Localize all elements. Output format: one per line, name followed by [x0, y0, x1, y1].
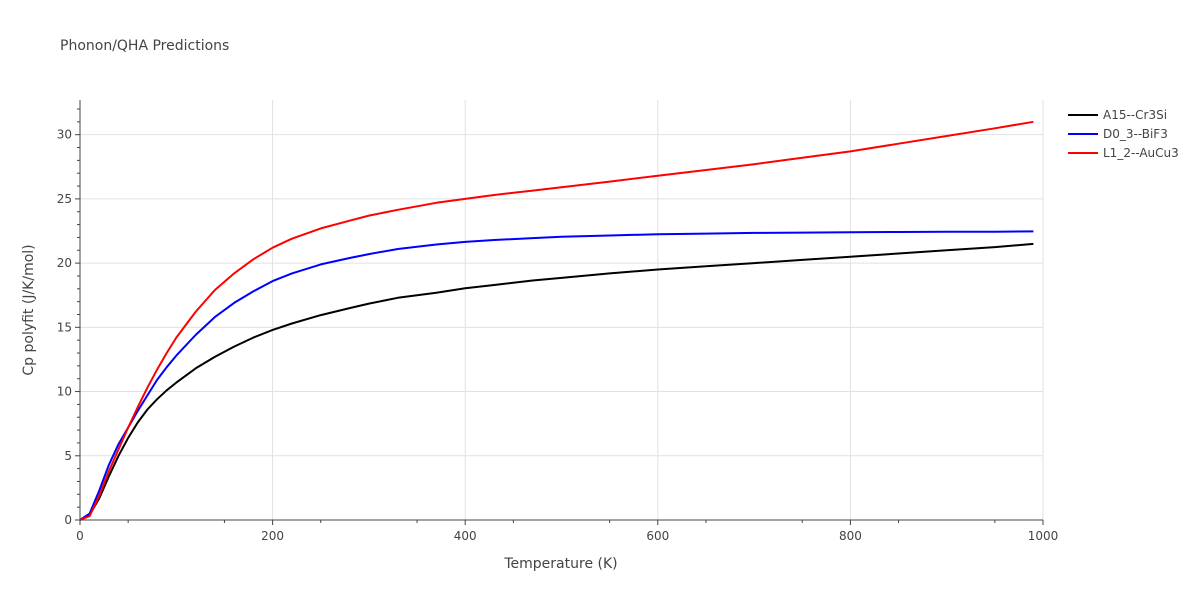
series-line-2[interactable] — [79, 230, 1034, 521]
series-line-1[interactable] — [79, 242, 1034, 521]
x-tick-label: 800 — [839, 529, 862, 543]
y-tick-label: 15 — [57, 320, 72, 334]
legend-item-1[interactable]: A15--Cr3Si — [1068, 108, 1167, 122]
grid-layer — [80, 100, 1044, 520]
legend-label: A15--Cr3Si — [1103, 108, 1167, 122]
y-axis-title: Cp polyfit (J/K/mol) — [21, 244, 37, 375]
legend-label: L1_2--AuCu3 — [1103, 146, 1179, 160]
series-line-3[interactable] — [79, 120, 1034, 521]
axis-layer: 0 200 400 600 800 1000 0 5 10 15 20 25 30 — [57, 100, 1059, 543]
x-tick-label: 600 — [646, 529, 669, 543]
x-axis-title: Temperature (K) — [503, 556, 617, 572]
legend-item-2[interactable]: D0_3--BiF3 — [1068, 127, 1168, 141]
chart-title: Phonon/QHA Predictions — [60, 38, 229, 54]
y-tick-label: 20 — [57, 256, 72, 270]
legend-label: D0_3--BiF3 — [1103, 127, 1168, 141]
x-tick-label: 1000 — [1028, 529, 1059, 543]
x-tick-label: 0 — [76, 529, 84, 543]
x-tick-label: 400 — [454, 529, 477, 543]
series-layer — [79, 120, 1034, 521]
legend-item-3[interactable]: L1_2--AuCu3 — [1068, 146, 1179, 160]
y-tick-label: 0 — [64, 513, 72, 527]
y-tick-label: 30 — [57, 128, 72, 142]
x-tick-label: 200 — [261, 529, 284, 543]
y-tick-label: 5 — [64, 449, 72, 463]
legend[interactable]: A15--Cr3Si D0_3--BiF3 L1_2--AuCu3 — [1068, 108, 1179, 160]
y-tick-label: 10 — [57, 385, 72, 399]
y-tick-label: 25 — [57, 192, 72, 206]
